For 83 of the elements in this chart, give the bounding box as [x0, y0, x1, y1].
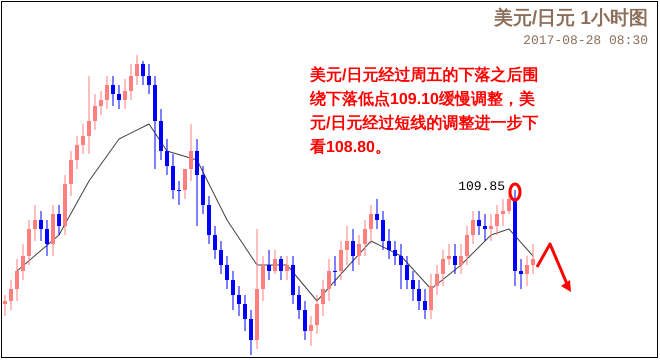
candlestick: [279, 256, 283, 280]
candlestick: [183, 168, 187, 200]
candlestick: [477, 210, 481, 236]
candlestick: [495, 204, 499, 236]
candlestick: [117, 84, 121, 110]
candlestick: [453, 244, 457, 274]
candlestick: [423, 288, 427, 320]
candlestick: [501, 198, 505, 226]
candlestick: [81, 124, 85, 154]
candlestick: [387, 228, 391, 260]
candlestick: [189, 124, 193, 182]
candlestick: [39, 210, 43, 242]
text: 2017-08-28 08:30: [523, 33, 648, 48]
candlestick: [465, 226, 469, 266]
candlestick: [351, 228, 355, 272]
candlestick: [147, 64, 151, 94]
candlestick: [213, 226, 217, 260]
candlestick: [519, 258, 523, 290]
candlestick: [273, 250, 277, 274]
candlestick: [249, 310, 253, 356]
candlestick: [21, 244, 25, 280]
candlestick: [75, 136, 79, 170]
candlestick: [45, 220, 49, 256]
candlestick: [3, 294, 7, 316]
candlestick: [33, 204, 37, 242]
annotation: 美元/日元经过周五的下落之后围绕下落低点109.10缓慢调整，美元/日元经过短线的调整进一步下看108.80。: [310, 65, 540, 158]
candlestick: [219, 240, 223, 274]
candlestick: [111, 76, 115, 106]
candlestick: [435, 264, 439, 296]
candlestick: [129, 64, 133, 100]
candlestick: [483, 214, 487, 242]
candlestick: [105, 76, 109, 110]
candlestick: [315, 294, 319, 334]
candlestick: [507, 192, 511, 214]
candlestick: [303, 300, 307, 340]
candlestick: [339, 240, 343, 280]
candlestick: [285, 256, 289, 280]
candlestick: [93, 94, 97, 130]
candlestick: [393, 240, 397, 266]
candlestick: [177, 180, 181, 206]
candlestick: [135, 54, 139, 86]
candlestick: [267, 250, 271, 280]
candlestick: [141, 60, 145, 86]
candlestick: [87, 76, 91, 154]
candlestick: [375, 198, 379, 230]
candlestick: [489, 214, 493, 242]
candlestick: [225, 256, 229, 290]
candlestick: [165, 138, 169, 176]
candlestick: [429, 274, 433, 320]
candlestick: [57, 204, 61, 236]
candlestick: [309, 316, 313, 346]
candlestick: [411, 270, 415, 302]
candlestick: [525, 256, 529, 286]
candlestick: [357, 234, 361, 266]
candlestick: [9, 280, 13, 310]
candlestick: [123, 78, 127, 110]
candlestick: [441, 250, 445, 286]
candlestick: [15, 258, 19, 302]
candlestick: [327, 258, 331, 302]
candlestick: [459, 244, 463, 274]
candlestick: [405, 256, 409, 290]
candlestick: [237, 286, 241, 316]
candlestick: [171, 154, 175, 200]
candlestick: [195, 138, 199, 226]
candlestick: [363, 220, 367, 256]
candlestick: [345, 226, 349, 266]
chart-title: 美元/日元 1小时图: [492, 7, 648, 29]
candlestick: [531, 244, 535, 274]
candlestick: [321, 280, 325, 316]
candlestick: [333, 256, 337, 286]
candlestick: [231, 270, 235, 310]
candlestick: [69, 150, 73, 196]
candlestick: [297, 286, 301, 320]
candlestick: [447, 244, 451, 266]
candlestick: [381, 210, 385, 250]
candlestick: [471, 210, 475, 244]
candlestick: [99, 90, 103, 116]
annotation: 109.85: [458, 179, 505, 194]
candlestick: [417, 280, 421, 310]
candlestick: [399, 244, 403, 290]
candlestick: [261, 256, 265, 302]
candlestick: [243, 294, 247, 332]
candlestick: [369, 204, 373, 244]
